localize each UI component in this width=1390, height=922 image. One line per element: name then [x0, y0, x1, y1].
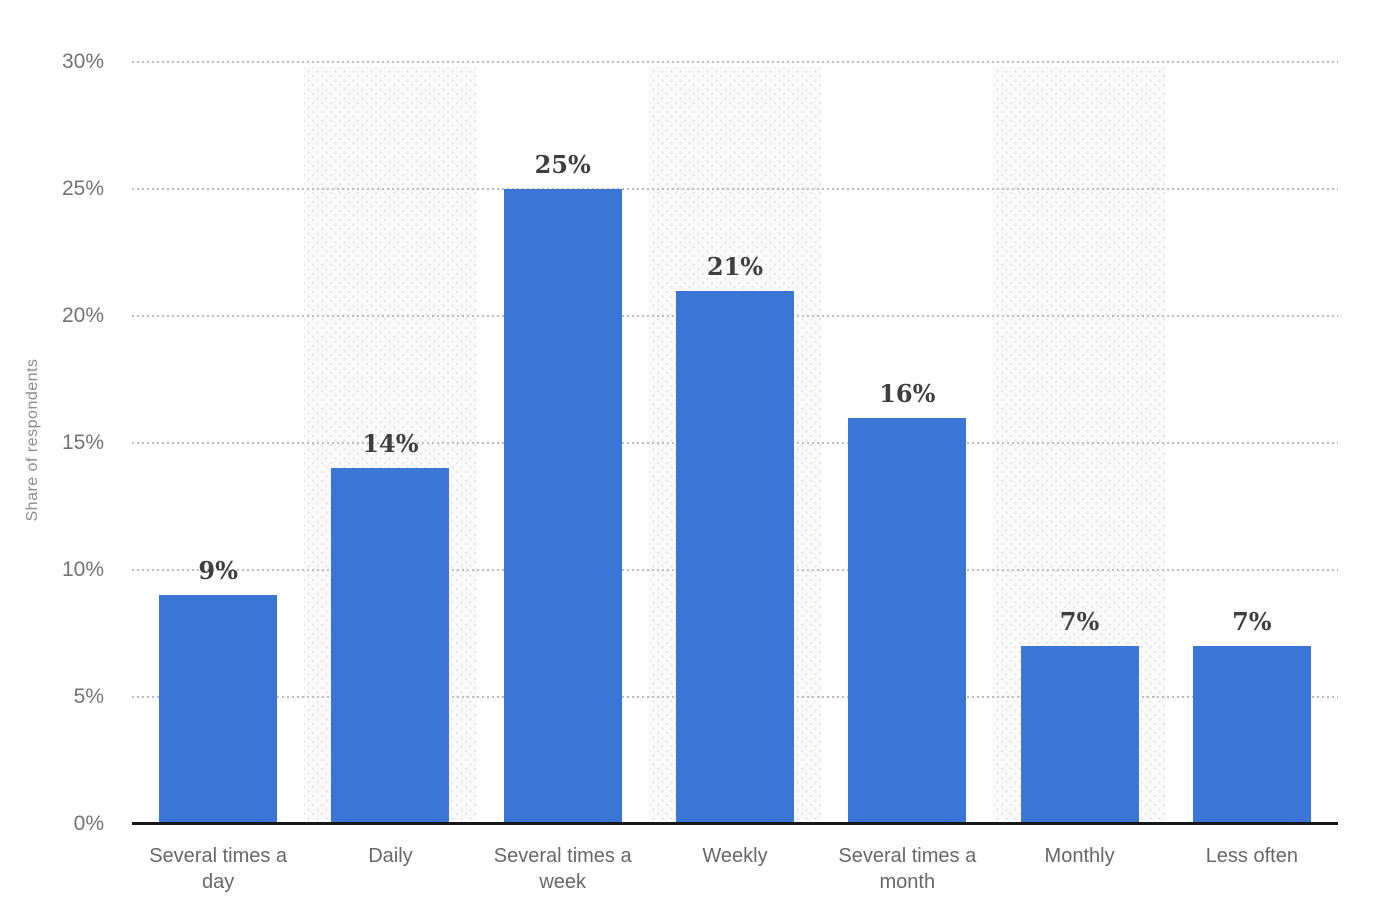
bar-daily	[331, 468, 450, 824]
y-axis-tick-labels: 0% 5% 10% 15% 20% 25% 30%	[0, 50, 104, 835]
bar-weekly	[676, 290, 794, 824]
plot-area: 9% 14% 25% 21% 16% 7% 7%	[132, 61, 1338, 825]
x-category-label-several-times-a-day: Several times a day	[149, 845, 288, 893]
y-tick-label-10%: 10%	[61, 558, 104, 581]
bar-value-label-less-often: 7%	[1232, 607, 1272, 637]
bar-monthly	[1020, 646, 1139, 824]
x-category-label-less-often: Less often	[1205, 845, 1298, 867]
y-tick-label-30%: 30%	[61, 50, 104, 73]
x-category-label-monthly: Monthly	[1044, 845, 1115, 867]
bar-several-times-a-month	[848, 417, 967, 824]
bar-several-times-a-day	[159, 595, 278, 824]
y-tick-label-20%: 20%	[61, 304, 104, 327]
bar-less-often	[1192, 646, 1311, 824]
x-category-label-several-times-a-week: Several times a week	[493, 845, 632, 893]
gridline-25%	[132, 188, 1338, 190]
x-category-label-daily: Daily	[368, 845, 413, 867]
gridline-30%	[132, 61, 1338, 63]
y-tick-label-5%: 5%	[73, 685, 104, 708]
bar-value-label-daily: 14%	[362, 429, 419, 459]
bar-value-label-monthly: 7%	[1059, 607, 1100, 637]
bar-several-times-a-week	[503, 189, 622, 824]
bar-value-label-several-times-a-month: 16%	[879, 378, 936, 408]
y-tick-label-0%: 0%	[73, 812, 104, 835]
y-tick-label-25%: 25%	[61, 177, 104, 200]
bar-value-label-weekly: 21%	[706, 251, 764, 281]
x-axis-line	[132, 822, 1338, 825]
x-category-label-several-times-a-month: Several times a month	[838, 845, 977, 893]
bar-value-label-several-times-a-day: 9%	[198, 556, 238, 586]
y-tick-label-15%: 15%	[61, 431, 104, 454]
bar-value-label-several-times-a-week: 25%	[534, 150, 591, 179]
x-axis-category-labels: Several times a day Daily Several times a …	[132, 843, 1338, 913]
x-category-label-weekly: Weekly	[702, 845, 768, 867]
